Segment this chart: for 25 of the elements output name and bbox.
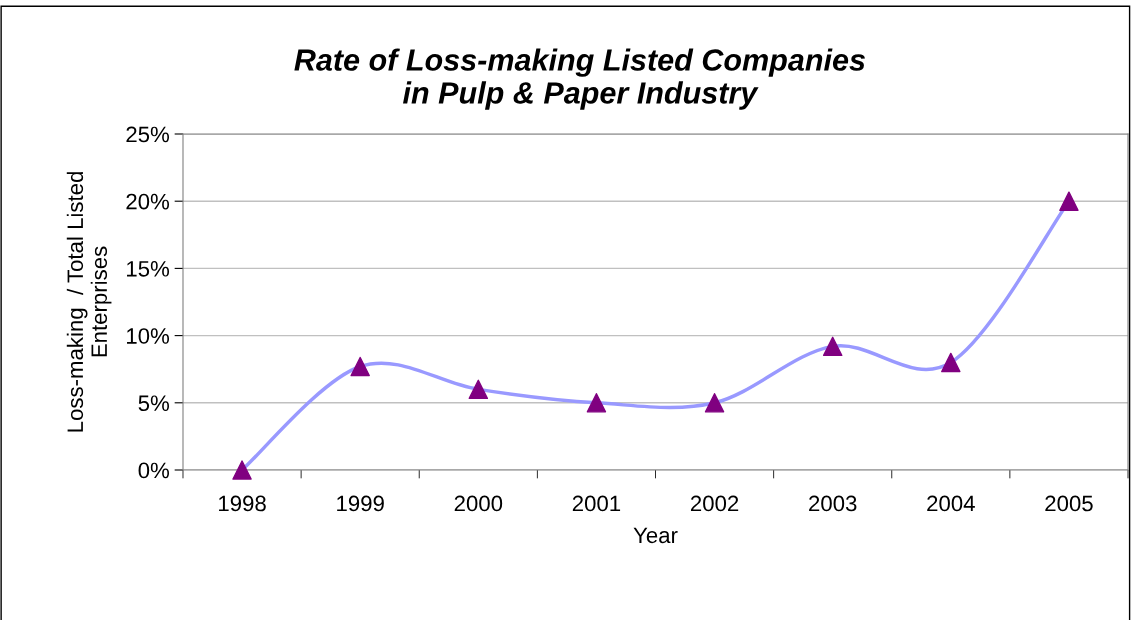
point [1059,191,1079,211]
point [232,460,252,480]
y-tick-label: 15% [127,261,170,277]
y-tick-label: 20% [126,193,170,210]
y-tick-label: 5% [138,395,170,412]
y-tick-label: 10% [127,328,170,344]
x-axis-title: Year [633,527,678,544]
y-axis-title: Loss-making / Total Listed Enterprises [66,172,112,432]
y-tick-label: 25% [126,126,170,143]
x-tick-label: 2003 [809,495,857,512]
x-tick-label: 1999 [337,495,384,512]
x-tick-label: 2002 [690,495,739,512]
chart-title: Rate of Loss-making Listed Companies in Pulp & Paper Industry [294,48,865,110]
x-tick-label: 2004 [927,495,975,512]
point [822,336,843,357]
y-tick-label: 0% [138,462,170,479]
x-tick-label: 2005 [1045,495,1093,512]
point [586,393,607,413]
point [350,356,370,377]
point [941,352,961,373]
x-tick-label: 2001 [572,495,621,512]
point [468,379,489,400]
point [704,393,725,413]
x-tick-label: 2000 [454,495,503,512]
x-tick-label: 1998 [219,495,266,512]
